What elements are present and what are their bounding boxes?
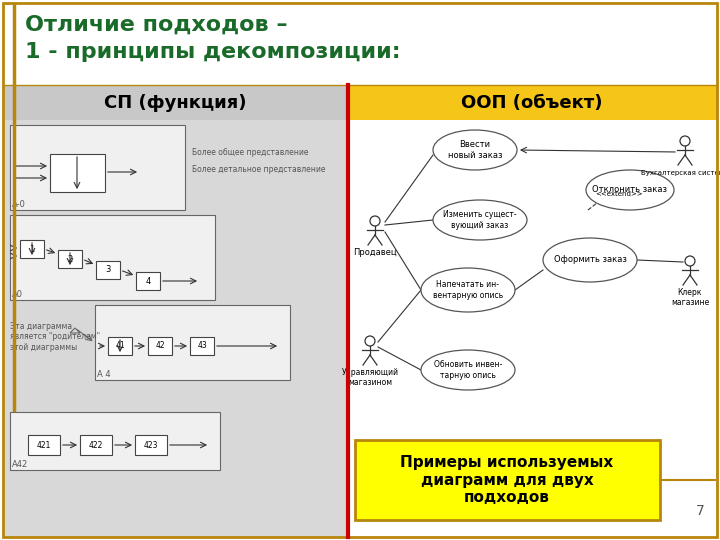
Text: 43: 43 [197, 341, 207, 350]
Text: Обновить инвен-
тарную опись: Обновить инвен- тарную опись [434, 360, 502, 380]
Text: Ввести
новый заказ: Ввести новый заказ [448, 140, 503, 160]
Bar [348, 85, 717, 120]
FancyBboxPatch shape [190, 337, 214, 355]
Ellipse shape [586, 170, 674, 210]
FancyBboxPatch shape [50, 154, 105, 192]
Ellipse shape [421, 350, 515, 390]
Bar [348, 85, 717, 537]
FancyBboxPatch shape [10, 412, 220, 470]
Ellipse shape [433, 130, 517, 170]
Text: Отличие подходов –: Отличие подходов – [25, 15, 287, 35]
FancyBboxPatch shape [96, 261, 120, 279]
Text: Отклонить заказ: Отклонить заказ [593, 186, 667, 194]
Text: Клерк
магазине: Клерк магазине [671, 288, 709, 307]
FancyBboxPatch shape [28, 435, 60, 455]
FancyBboxPatch shape [20, 240, 44, 258]
Text: Управляющий
магазином: Управляющий магазином [341, 368, 398, 387]
Text: 3: 3 [105, 266, 111, 274]
Text: Напечатать ин-
вентарную опись: Напечатать ин- вентарную опись [433, 280, 503, 300]
Text: 422: 422 [89, 441, 103, 449]
Text: ООП (объект): ООП (объект) [462, 94, 603, 112]
Text: 423: 423 [144, 441, 158, 449]
Text: 41: 41 [115, 341, 125, 350]
Text: Бухгалтерская система: Бухгалтерская система [642, 170, 720, 176]
Text: A42: A42 [12, 460, 28, 469]
Text: Более детальное представление: Более детальное представление [192, 165, 325, 174]
Ellipse shape [543, 238, 637, 282]
FancyBboxPatch shape [10, 125, 185, 210]
Bar [3, 3, 717, 85]
Text: 7: 7 [696, 504, 705, 518]
Text: 2: 2 [68, 254, 73, 264]
Text: Продавец: Продавец [354, 248, 397, 257]
FancyBboxPatch shape [135, 435, 167, 455]
FancyBboxPatch shape [136, 272, 160, 290]
Text: 1: 1 [30, 245, 35, 253]
Text: A 4: A 4 [97, 370, 111, 379]
FancyBboxPatch shape [355, 440, 660, 520]
Text: Оформить заказ: Оформить заказ [554, 255, 626, 265]
Text: 4: 4 [145, 276, 150, 286]
FancyBboxPatch shape [95, 305, 290, 380]
Bar [3, 85, 348, 537]
Text: Изменить сущест-
вующий заказ: Изменить сущест- вующий заказ [444, 210, 517, 230]
Text: 1 - принципы декомпозиции:: 1 - принципы декомпозиции: [25, 42, 400, 62]
Text: СП (функция): СП (функция) [104, 94, 246, 112]
FancyBboxPatch shape [148, 337, 172, 355]
Text: Примеры используемых
диаграмм для двух
подходов: Примеры используемых диаграмм для двух п… [400, 455, 613, 505]
FancyBboxPatch shape [80, 435, 112, 455]
Text: Более общее представление: Более общее представление [192, 148, 308, 157]
Ellipse shape [421, 268, 515, 312]
Bar [3, 85, 348, 120]
FancyBboxPatch shape [58, 250, 82, 268]
FancyBboxPatch shape [10, 215, 215, 300]
Text: A0: A0 [12, 290, 23, 299]
Text: Эта диаграмма
является "родителем"
этой диаграммы: Эта диаграмма является "родителем" этой … [10, 322, 100, 352]
Text: 421: 421 [37, 441, 51, 449]
Text: A-0: A-0 [12, 200, 26, 209]
Ellipse shape [433, 200, 527, 240]
Text: 42: 42 [156, 341, 165, 350]
FancyBboxPatch shape [108, 337, 132, 355]
Text: <<extend>>: <<extend>> [595, 191, 643, 197]
